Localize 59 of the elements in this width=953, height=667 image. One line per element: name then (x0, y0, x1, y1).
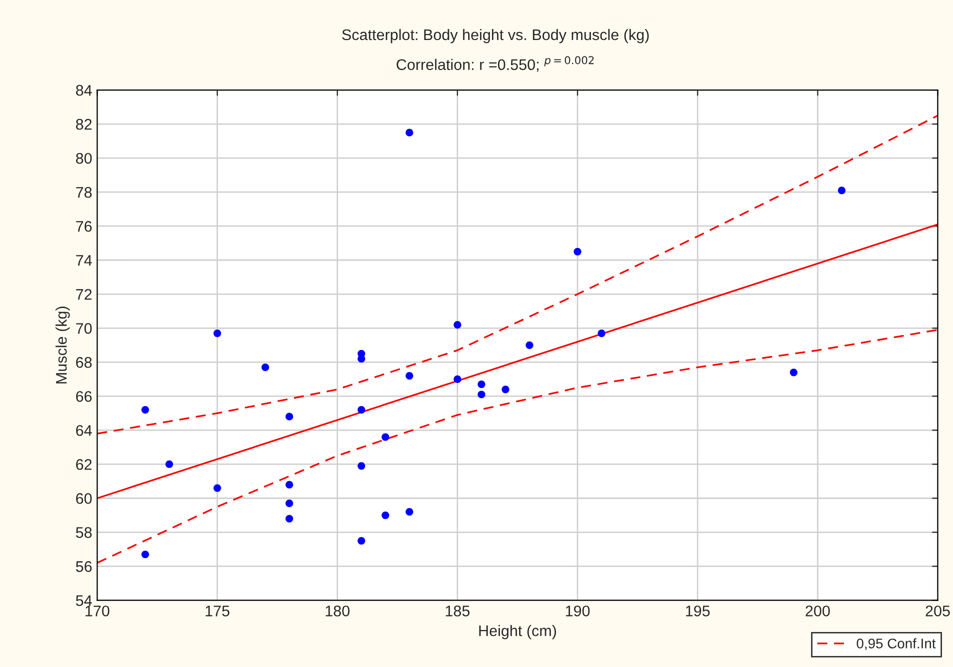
point (574, 248, 582, 256)
point (286, 514, 294, 522)
point (141, 550, 150, 558)
y-tick-label: 54 (76, 595, 92, 606)
line-series (97, 329, 938, 564)
y-tick-label: 84 (76, 84, 92, 96)
legend-label: 0,95 Conf.Int (856, 638, 936, 650)
y-tick-label: 58 (76, 527, 92, 538)
point (358, 536, 366, 545)
point (406, 372, 414, 380)
chart-title: Scatterplot: Body height vs. Body muscle (kg) (342, 28, 649, 44)
x-tick-label: 180 (326, 606, 350, 616)
point (598, 329, 606, 338)
y-tick-label: 72 (76, 289, 92, 300)
point (454, 320, 462, 329)
point (286, 480, 294, 488)
point (358, 406, 366, 414)
x-tick-label: 170 (86, 606, 110, 616)
y-axis-title: Muscle (kg) (56, 306, 70, 384)
point (213, 329, 222, 338)
y-tick-label: 76 (76, 220, 92, 232)
point (141, 406, 150, 414)
y-tick-label: 80 (76, 152, 92, 164)
x-tick-label: 185 (446, 606, 470, 616)
point (838, 186, 846, 194)
point (502, 386, 510, 394)
y-tick-label: 56 (76, 561, 92, 572)
point (454, 375, 462, 383)
point (286, 500, 294, 508)
x-axis-title: Height (cm) (479, 624, 556, 640)
y-tick-label: 62 (76, 459, 92, 470)
point (382, 511, 390, 520)
y-tick-label: 68 (76, 357, 92, 368)
point (262, 363, 270, 372)
x-tick-label: 205 (926, 606, 950, 616)
point (213, 484, 222, 492)
chart-subtitle: Correlation: r =0.550; $^{p=0.002}$ (396, 56, 594, 72)
point (406, 128, 414, 136)
point (286, 412, 294, 420)
point (790, 368, 798, 376)
line-series (97, 114, 938, 434)
y-tick-label: 66 (76, 391, 92, 402)
x-tick-label: 200 (806, 606, 830, 616)
y-tick-label: 70 (76, 323, 92, 334)
x-tick-label: 175 (206, 606, 230, 616)
point (406, 508, 414, 516)
y-tick-label: 60 (76, 493, 92, 504)
point (526, 341, 534, 349)
point (382, 433, 390, 441)
point (478, 390, 486, 398)
y-tick-label: 78 (76, 186, 92, 198)
y-tick-label: 64 (76, 425, 92, 436)
point (478, 380, 486, 388)
x-tick-label: 190 (566, 606, 590, 616)
y-tick-label: 82 (76, 118, 92, 130)
point (165, 460, 174, 468)
y-tick-label: 74 (76, 255, 92, 266)
point (358, 462, 366, 470)
x-tick-label: 195 (686, 606, 710, 616)
